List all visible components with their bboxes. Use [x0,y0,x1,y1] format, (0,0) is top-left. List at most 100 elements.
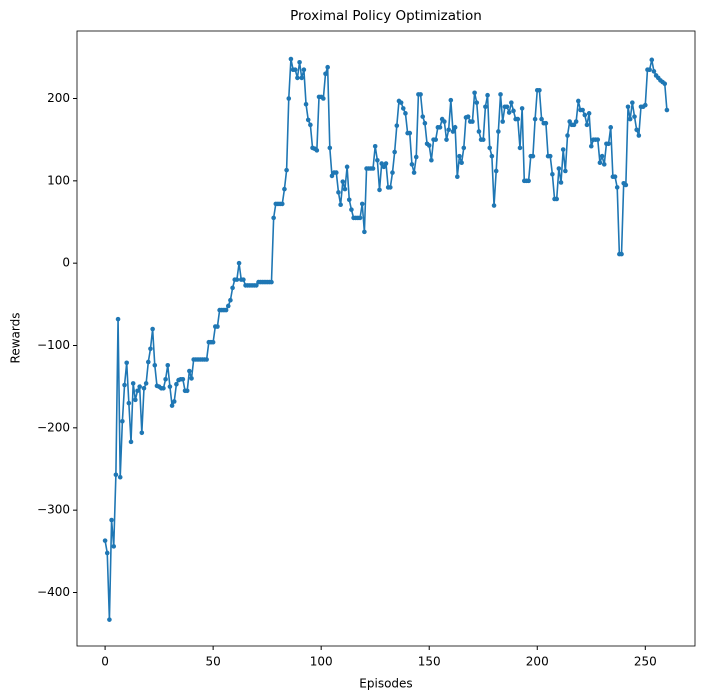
data-point [126,400,132,406]
data-point [381,164,387,170]
data-point [180,376,186,382]
series-line [104,58,668,620]
data-point [174,381,179,387]
data-point [148,346,153,352]
data-point [543,120,549,126]
y-tick-label: −100 [37,338,70,352]
x-tick-label: 50 [205,655,220,669]
data-point [327,145,333,151]
data-point [530,153,536,159]
data-point [137,384,142,389]
data-point [357,215,363,221]
y-tick-label: 0 [62,256,70,270]
data-point [450,129,456,134]
data-point [388,185,393,190]
data-point [496,129,501,134]
data-point [444,137,449,142]
data-point [143,381,149,386]
x-axis-label: Episodes [359,677,412,691]
data-point [390,170,395,175]
data-point [433,137,438,142]
data-point [169,403,175,408]
data-point [582,112,588,118]
data-point [556,166,562,171]
data-point [163,376,168,382]
data-point [122,382,127,388]
data-point [634,127,639,133]
data-point [576,98,581,104]
data-point [584,122,590,128]
data-point [379,161,384,166]
data-point [407,130,413,136]
data-point [223,307,229,313]
data-point [325,64,330,70]
data-point [643,102,648,108]
data-point [647,67,652,72]
data-point [429,157,434,163]
data-point [437,125,443,130]
data-point [550,171,555,177]
data-point [230,285,235,291]
data-point [301,67,307,72]
data-point [241,277,246,282]
data-point [120,418,125,424]
data-point [411,170,417,175]
data-point [342,186,348,192]
data-point [377,187,382,193]
data-point [323,71,328,77]
data-point [625,104,631,110]
data-point [493,168,499,174]
data-point [627,116,633,122]
x-tick-label: 200 [526,655,549,669]
x-tick-label: 250 [634,655,657,669]
data-point [547,153,553,159]
data-point [171,399,177,404]
data-point [526,178,531,184]
data-point [573,119,579,124]
data-point [480,137,486,142]
data-point [614,185,620,190]
data-point [109,517,114,523]
data-point [139,430,145,436]
data-point [398,100,404,105]
data-point [375,157,380,163]
data-point [204,357,209,362]
data-point [588,143,594,149]
data-point [664,107,670,113]
y-axis-label: Rewards [9,313,23,364]
data-point [372,143,378,149]
data-point [308,122,313,128]
data-point [476,129,482,134]
data-point [303,101,309,107]
data-point [586,111,592,116]
data-point [392,149,397,155]
data-point [336,190,341,195]
data-point [446,127,451,133]
data-point [442,119,447,124]
data-point [254,283,259,288]
data-point [228,297,233,303]
data-point [295,75,300,81]
data-point [623,182,629,188]
data-point [349,207,354,212]
data-point [630,100,635,105]
data-point [632,114,637,119]
data-point [470,119,475,124]
data-point [215,324,220,329]
data-point [409,162,415,167]
data-point [284,167,289,173]
data-point [597,160,603,166]
data-point [128,439,134,445]
data-point [426,143,432,148]
data-point [636,133,642,138]
data-point [422,120,428,126]
data-point [383,161,389,166]
data-point [146,359,151,365]
data-point [500,119,505,124]
data-point [567,119,572,124]
data-point [517,145,523,151]
data-point [165,362,171,368]
data-point [305,117,311,123]
data-point [124,360,129,366]
